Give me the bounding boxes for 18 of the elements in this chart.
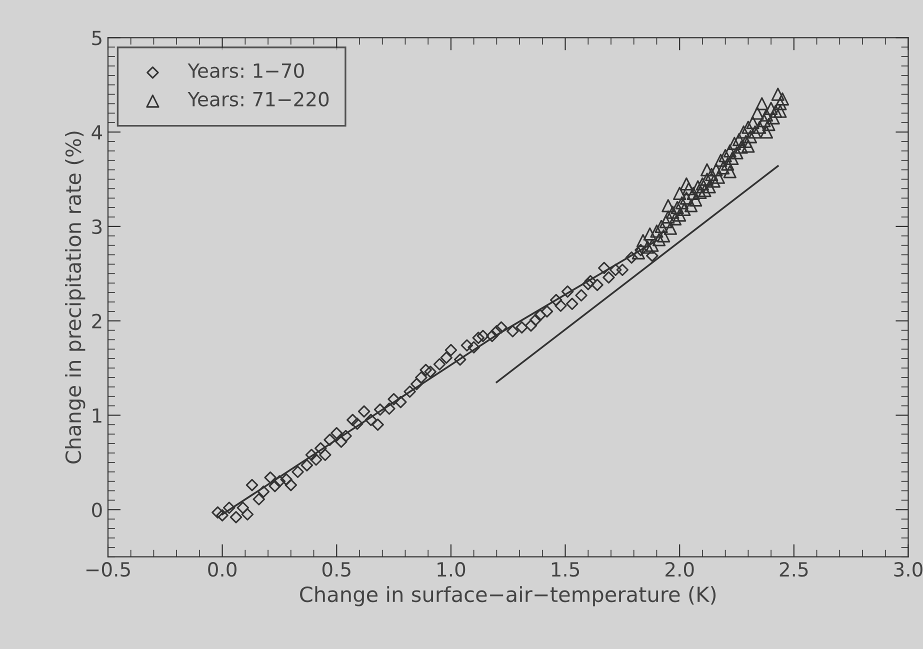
x-tick-label: 0.5	[322, 562, 350, 577]
x-tick-label: 2.0	[666, 562, 694, 577]
y-tick-label: 1	[92, 408, 102, 423]
x-axis-title: Change in surface−air−temperature (K)	[300, 586, 716, 606]
y-tick-label: 5	[92, 30, 102, 46]
x-tick-label: 0.0	[208, 562, 236, 577]
x-tick-label: 2.5	[780, 562, 808, 577]
y-tick-label: 0	[92, 502, 102, 518]
y-tick-label: 3	[92, 219, 102, 234]
legend-label: Years: 1−70	[188, 63, 304, 78]
x-tick-label: 3.0	[894, 562, 922, 577]
y-tick-label: 4	[92, 125, 102, 140]
y-axis-title: Change in precipitation rate (%)	[65, 132, 86, 464]
y-tick-label: 2	[92, 314, 102, 328]
x-tick-label: −0.5	[86, 562, 130, 577]
x-tick-label: 1.5	[552, 562, 580, 577]
legend-label: Years: 71−220	[188, 92, 329, 107]
x-tick-label: 1.0	[438, 562, 466, 577]
